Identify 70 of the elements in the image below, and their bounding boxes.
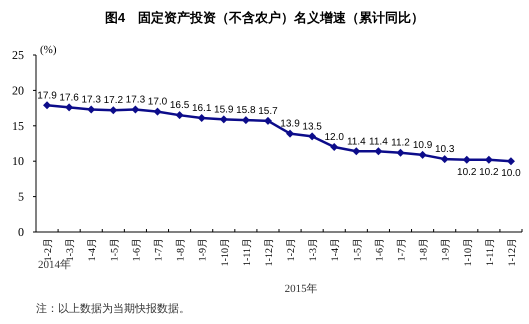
data-label: 15.8 [236, 105, 256, 116]
point [308, 132, 316, 140]
x-tick-label: 1-3月 [308, 238, 320, 262]
x-tick-label: 1-2月 [286, 238, 298, 262]
data-label: 11.2 [391, 138, 410, 149]
x-tick-label: 1-2月 [43, 238, 54, 262]
point [43, 101, 52, 110]
point [286, 130, 294, 138]
point [506, 157, 515, 166]
data-label: 10.3 [434, 144, 455, 156]
x-tick-label: 1-5月 [109, 238, 120, 262]
x-tick-label: 1-6月 [374, 238, 386, 262]
data-label: 12.0 [324, 132, 344, 144]
y-tick-label: 0 [18, 225, 24, 239]
x-tick-label: 1-12月 [506, 238, 518, 266]
point [198, 114, 206, 122]
x-tick-label: 1-11月 [484, 238, 496, 266]
x-tick-label: 1-7月 [396, 238, 408, 262]
x-tick-label: 1-9月 [440, 238, 452, 262]
point [220, 115, 228, 124]
point [418, 150, 427, 159]
y-tick-label: 25 [12, 48, 24, 62]
data-label: 10.2 [479, 166, 500, 178]
y-tick-label: 15 [12, 118, 24, 133]
x-tick-label: 1-12月 [264, 238, 275, 266]
point [330, 143, 338, 152]
point [65, 103, 74, 112]
data-label: 16.5 [170, 100, 190, 112]
data-label: 13.9 [280, 118, 300, 130]
data-label: 10.2 [457, 166, 477, 178]
data-label: 13.5 [302, 121, 322, 132]
data-label: 10.0 [501, 168, 522, 180]
point [87, 106, 96, 114]
point [109, 106, 118, 114]
data-label: 11.4 [369, 136, 388, 148]
x-tick-label: 1-8月 [176, 238, 187, 262]
x-tick-label: 1-4月 [87, 238, 98, 262]
y-axis-title: (%) [40, 44, 57, 56]
x-tick-label: 1-4月 [330, 238, 342, 262]
data-label: 10.9 [412, 140, 433, 151]
text: 注：以上数据为当期快报数据。 [36, 302, 190, 315]
data-label: 15.9 [214, 104, 234, 116]
x-tick-label: 1-8月 [418, 238, 430, 262]
text: 2014年 [38, 259, 71, 271]
x-tick-label: 1-10月 [220, 238, 231, 266]
data-label: 16.1 [192, 103, 212, 114]
point [176, 111, 184, 120]
y-tick-label: 10 [12, 154, 24, 168]
data-label: 17.9 [37, 90, 58, 102]
x-tick-label: 1-6月 [131, 238, 142, 262]
data-label: 17.6 [59, 92, 80, 104]
point [396, 148, 404, 157]
data-label: 17.3 [126, 94, 146, 106]
point [242, 116, 250, 124]
chart-title: 图4 固定资产投资（不含农户）名义增速（累计同比） [104, 10, 424, 25]
data-label: 17.3 [81, 94, 102, 106]
x-tick-label: 1-10月 [462, 238, 474, 266]
text: 2015年 [284, 283, 318, 295]
data-label: 17.2 [104, 95, 124, 106]
x-tick-label: 1-5月 [352, 238, 364, 262]
y-tick-label: 5 [18, 190, 24, 204]
y-tick-label: 20 [12, 83, 24, 98]
data-label: 15.7 [258, 106, 278, 117]
data-label: 11.4 [346, 136, 366, 148]
x-tick-label: 1-11月 [242, 238, 253, 266]
x-tick-label: 1-9月 [198, 238, 209, 262]
x-tick-label: 1-7月 [154, 238, 164, 262]
data-label: 17.0 [148, 96, 168, 108]
point [154, 108, 162, 116]
x-tick-label: 1-3月 [65, 238, 76, 262]
